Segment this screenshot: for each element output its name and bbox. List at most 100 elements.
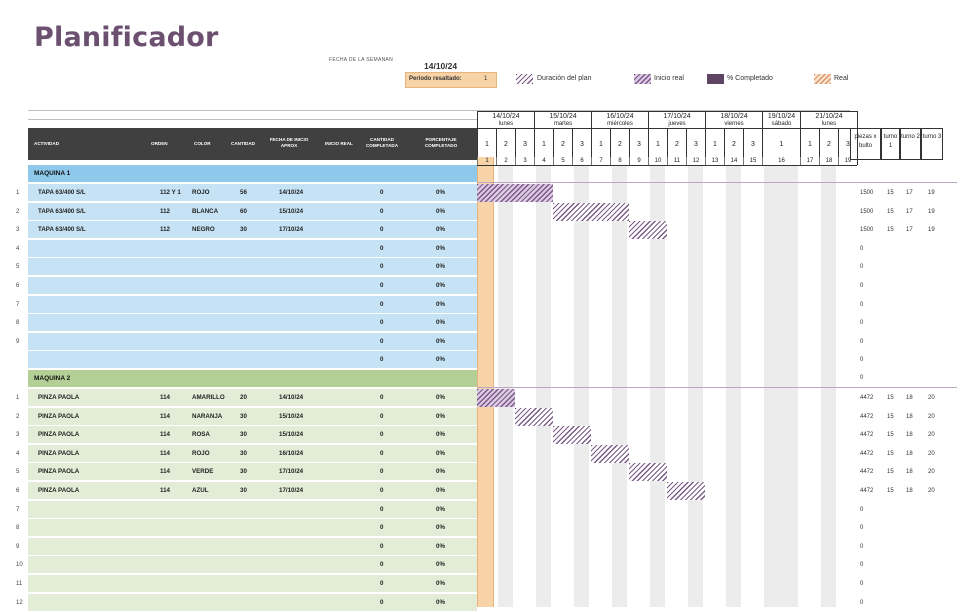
completed-qty-cell[interactable]: 0 bbox=[380, 468, 384, 476]
task-row[interactable]: TAPA 63/400 S/L 112 BLANCA 60 15/10/24 0 0% bbox=[28, 202, 477, 221]
percent-complete-cell[interactable]: 0% bbox=[436, 226, 445, 234]
completed-qty-cell[interactable]: 0 bbox=[380, 431, 384, 439]
percent-complete-cell[interactable]: 0% bbox=[436, 394, 445, 401]
quantity-cell[interactable]: 30 bbox=[240, 487, 247, 494]
task-row[interactable]: 0 0% bbox=[28, 593, 477, 612]
start-date-cell[interactable]: 15/10/24 bbox=[279, 412, 304, 420]
percent-complete-cell[interactable]: 0% bbox=[436, 337, 445, 345]
percent-complete-cell[interactable]: 0% bbox=[436, 468, 445, 476]
order-cell[interactable]: 112 Y 1 bbox=[160, 189, 181, 196]
task-row[interactable]: 0 0% bbox=[28, 556, 477, 575]
percent-complete-cell[interactable]: 0% bbox=[436, 524, 445, 532]
activity-cell[interactable]: TAPA 63/400 S/L bbox=[38, 226, 86, 234]
start-date-cell[interactable]: 17/10/24 bbox=[279, 226, 304, 234]
color-cell[interactable]: ROJO bbox=[192, 449, 210, 457]
task-row[interactable]: 0 0% bbox=[28, 258, 477, 277]
color-cell[interactable]: NARANJA bbox=[192, 412, 223, 420]
task-row[interactable]: 0 0% bbox=[28, 537, 477, 556]
quantity-cell[interactable]: 30 bbox=[240, 412, 247, 420]
quantity-cell[interactable]: 20 bbox=[240, 394, 247, 401]
quantity-cell[interactable]: 30 bbox=[240, 468, 247, 476]
order-cell[interactable]: 114 bbox=[160, 468, 170, 476]
completed-qty-cell[interactable]: 0 bbox=[380, 319, 384, 327]
activity-cell[interactable]: PINZA PAOLA bbox=[38, 449, 80, 457]
task-row[interactable]: TAPA 63/400 S/L 112 Y 1 ROJO 56 14/10/24 0 0% bbox=[28, 184, 477, 202]
task-row[interactable]: PINZA PAOLA 114 VERDE 30 17/10/24 0 0% bbox=[28, 463, 477, 482]
percent-complete-cell[interactable]: 0% bbox=[436, 561, 445, 569]
completed-qty-cell[interactable]: 0 bbox=[380, 282, 384, 289]
color-cell[interactable]: ROJO bbox=[192, 189, 210, 196]
gantt-plan-bar[interactable] bbox=[515, 407, 553, 426]
percent-complete-cell[interactable]: 0% bbox=[436, 412, 445, 420]
activity-cell[interactable]: PINZA PAOLA bbox=[38, 487, 80, 494]
quantity-cell[interactable]: 30 bbox=[240, 226, 247, 234]
gantt-plan-bar[interactable] bbox=[629, 463, 667, 482]
gantt-plan-bar[interactable] bbox=[477, 389, 515, 407]
percent-complete-cell[interactable]: 0% bbox=[436, 598, 445, 606]
gantt-plan-bar[interactable] bbox=[667, 482, 705, 500]
task-row[interactable]: 0 0% bbox=[28, 500, 477, 519]
color-cell[interactable]: AZUL bbox=[192, 487, 209, 494]
percent-complete-cell[interactable]: 0% bbox=[436, 505, 445, 513]
percent-complete-cell[interactable]: 0% bbox=[436, 487, 445, 494]
completed-qty-cell[interactable]: 0 bbox=[380, 263, 384, 271]
activity-cell[interactable]: PINZA PAOLA bbox=[38, 412, 80, 420]
task-row[interactable]: 0 0% bbox=[28, 332, 477, 351]
completed-qty-cell[interactable]: 0 bbox=[380, 337, 384, 345]
percent-complete-cell[interactable]: 0% bbox=[436, 356, 445, 364]
activity-cell[interactable]: PINZA PAOLA bbox=[38, 394, 80, 401]
activity-cell[interactable]: PINZA PAOLA bbox=[38, 431, 80, 439]
completed-qty-cell[interactable]: 0 bbox=[380, 542, 384, 550]
start-date-cell[interactable]: 16/10/24 bbox=[279, 449, 304, 457]
week-start-date[interactable]: 14/10/24 bbox=[424, 61, 458, 71]
task-row[interactable]: PINZA PAOLA 114 NARANJA 30 15/10/24 0 0% bbox=[28, 407, 477, 426]
task-row[interactable]: PINZA PAOLA 114 ROJO 30 16/10/24 0 0% bbox=[28, 444, 477, 463]
task-row[interactable]: PINZA PAOLA 114 ROSA 30 15/10/24 0 0% bbox=[28, 426, 477, 445]
color-cell[interactable]: VERDE bbox=[192, 468, 214, 476]
percent-complete-cell[interactable]: 0% bbox=[436, 282, 445, 289]
order-cell[interactable]: 112 bbox=[160, 226, 170, 234]
percent-complete-cell[interactable]: 0% bbox=[436, 319, 445, 327]
percent-complete-cell[interactable]: 0% bbox=[436, 542, 445, 550]
quantity-cell[interactable]: 60 bbox=[240, 207, 247, 215]
percent-complete-cell[interactable]: 0% bbox=[436, 300, 445, 308]
percent-complete-cell[interactable]: 0% bbox=[436, 449, 445, 457]
task-row[interactable]: 0 0% bbox=[28, 351, 477, 370]
start-date-cell[interactable]: 17/10/24 bbox=[279, 468, 304, 476]
task-row[interactable]: 0 0% bbox=[28, 575, 477, 593]
completed-qty-cell[interactable]: 0 bbox=[380, 524, 384, 532]
activity-cell[interactable]: TAPA 63/400 S/L bbox=[38, 207, 86, 215]
completed-qty-cell[interactable]: 0 bbox=[380, 561, 384, 569]
percent-complete-cell[interactable]: 0% bbox=[436, 189, 445, 196]
color-cell[interactable]: NEGRO bbox=[192, 226, 215, 234]
completed-qty-cell[interactable]: 0 bbox=[380, 356, 384, 364]
activity-cell[interactable]: TAPA 63/400 S/L bbox=[38, 189, 86, 196]
percent-complete-cell[interactable]: 0% bbox=[436, 244, 445, 252]
color-cell[interactable]: BLANCA bbox=[192, 207, 219, 215]
activity-cell[interactable]: PINZA PAOLA bbox=[38, 468, 80, 476]
completed-qty-cell[interactable]: 0 bbox=[380, 244, 384, 252]
start-date-cell[interactable]: 14/10/24 bbox=[279, 189, 304, 196]
task-row[interactable]: PINZA PAOLA 114 AZUL 30 17/10/24 0 0% bbox=[28, 482, 477, 500]
completed-qty-cell[interactable]: 0 bbox=[380, 505, 384, 513]
task-row[interactable]: 0 0% bbox=[28, 295, 477, 314]
order-cell[interactable]: 114 bbox=[160, 412, 170, 420]
task-row[interactable]: TAPA 63/400 S/L 112 NEGRO 30 17/10/24 0 0% bbox=[28, 221, 477, 240]
order-cell[interactable]: 114 bbox=[160, 487, 170, 494]
start-date-cell[interactable]: 15/10/24 bbox=[279, 431, 304, 439]
task-row[interactable]: 0 0% bbox=[28, 519, 477, 538]
task-row[interactable]: 0 0% bbox=[28, 314, 477, 333]
order-cell[interactable]: 114 bbox=[160, 431, 170, 439]
gantt-plan-bar[interactable] bbox=[477, 184, 553, 202]
completed-qty-cell[interactable]: 0 bbox=[380, 207, 384, 215]
gantt-plan-bar[interactable] bbox=[591, 444, 629, 463]
completed-qty-cell[interactable]: 0 bbox=[380, 226, 384, 234]
color-cell[interactable]: AMARILLO bbox=[192, 394, 225, 401]
task-row[interactable]: 0 0% bbox=[28, 277, 477, 295]
percent-complete-cell[interactable]: 0% bbox=[436, 263, 445, 271]
quantity-cell[interactable]: 30 bbox=[240, 431, 247, 439]
gantt-plan-bar[interactable] bbox=[553, 426, 591, 445]
start-date-cell[interactable]: 15/10/24 bbox=[279, 207, 304, 215]
gantt-plan-bar[interactable] bbox=[629, 221, 667, 240]
highlighted-period-box[interactable] bbox=[405, 72, 497, 88]
